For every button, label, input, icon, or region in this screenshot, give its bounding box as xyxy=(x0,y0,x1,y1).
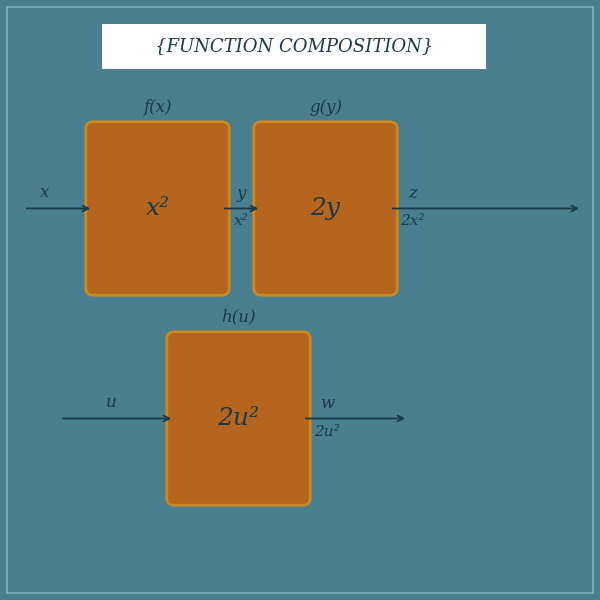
Text: x: x xyxy=(40,184,50,201)
FancyBboxPatch shape xyxy=(167,332,310,505)
Text: x²: x² xyxy=(234,214,249,229)
Text: 2u²: 2u² xyxy=(217,407,260,430)
Text: 2y: 2y xyxy=(311,197,341,220)
FancyBboxPatch shape xyxy=(254,122,397,295)
Text: y: y xyxy=(237,185,246,202)
Text: f(x): f(x) xyxy=(143,99,172,116)
Text: 2u²: 2u² xyxy=(314,425,340,439)
Text: g(y): g(y) xyxy=(309,99,342,116)
Text: u: u xyxy=(106,394,116,412)
Text: {FUNCTION COMPOSITION}: {FUNCTION COMPOSITION} xyxy=(155,37,433,55)
Text: z: z xyxy=(409,185,417,202)
Text: x²: x² xyxy=(145,197,170,220)
Text: 2x²: 2x² xyxy=(401,214,425,229)
FancyBboxPatch shape xyxy=(86,122,229,295)
FancyBboxPatch shape xyxy=(102,24,486,69)
Text: h(u): h(u) xyxy=(221,309,256,326)
Text: w: w xyxy=(320,395,334,413)
